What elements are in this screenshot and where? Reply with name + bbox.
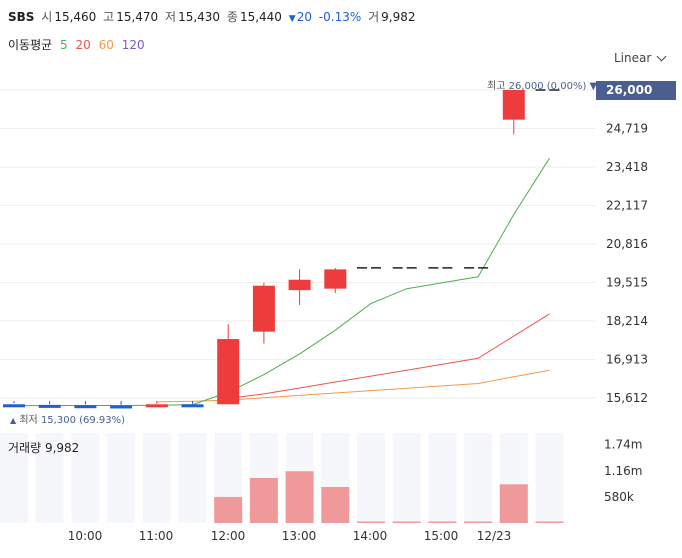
- low-marker-arrow-icon: ▲: [10, 416, 17, 425]
- symbol: SBS: [8, 10, 35, 24]
- volume-bar: [214, 496, 243, 523]
- high-marker-value: 26,000: [508, 81, 544, 92]
- low-value: 15,430: [178, 10, 221, 24]
- candle-body: [38, 404, 61, 408]
- x-tick-label: 12:00: [211, 529, 246, 543]
- volume-bar: [249, 478, 278, 523]
- y-tick-label: 16,913: [606, 353, 648, 367]
- high-value: 15,470: [116, 10, 159, 24]
- ma-20: 20: [75, 38, 91, 52]
- volume-slot-bg: [535, 433, 564, 523]
- y-tick-label: 24,719: [606, 122, 648, 136]
- y-tick-label: 20,816: [606, 237, 648, 251]
- low-marker-label: 최저: [19, 415, 38, 426]
- y-tick-label: 18,214: [606, 314, 648, 328]
- volume-panel-label: 거래량 9,982: [8, 439, 79, 456]
- candle-body: [288, 279, 311, 291]
- candle-body: [324, 269, 347, 289]
- ma20-line: [228, 313, 550, 399]
- y-tick-label: 23,418: [606, 160, 648, 174]
- volume-panel-value: 9,982: [44, 441, 80, 455]
- change-pct: -0.13%: [318, 10, 362, 24]
- candle-body: [145, 404, 168, 408]
- x-tick-label: 10:00: [68, 529, 103, 543]
- close-value: 15,440: [239, 10, 282, 24]
- volume-label: 거: [368, 10, 380, 24]
- candle-body: [74, 405, 97, 409]
- high-marker-arrow-icon: ▼: [589, 81, 598, 92]
- volume-slot-bg: [357, 433, 385, 523]
- ma-120: 120: [121, 38, 145, 52]
- y-tick-label: 22,117: [606, 199, 648, 213]
- ma5-line: [13, 157, 550, 407]
- volume-bar: [357, 521, 385, 523]
- low-label: 저: [165, 10, 177, 24]
- volume-tick-label: 1.16m: [604, 464, 642, 478]
- ma-5: 5: [60, 38, 68, 52]
- candle-body: [110, 405, 133, 409]
- ma-60: 60: [98, 38, 114, 52]
- volume-panel-title: 거래량: [8, 441, 42, 455]
- volume-slot-bg: [107, 433, 136, 523]
- y-tick-label: 19,515: [606, 276, 648, 290]
- volume-bar: [392, 521, 421, 523]
- quote-header: SBS 시 15,460 고 15,470 저 15,430 종 15,440 ▼20 …: [8, 8, 418, 25]
- low-marker: ▲ 최저 15,300 (69.93%): [10, 411, 125, 426]
- high-marker: 최고 26,000 (0.00%) ▼: [487, 77, 597, 92]
- x-tick-label: 11:00: [139, 529, 174, 543]
- volume-tick-label: 1.74m: [604, 438, 642, 452]
- scale-selector[interactable]: Linear: [614, 51, 667, 65]
- volume-bar: [464, 521, 493, 523]
- volume-slot-bg: [35, 433, 64, 523]
- volume-slot-bg: [392, 433, 421, 523]
- x-tick-label: 15:00: [424, 529, 459, 543]
- change-arrow-icon: ▼: [288, 14, 296, 24]
- volume-bar: [321, 487, 350, 523]
- volume-value: 9,982: [381, 10, 416, 24]
- low-marker-pct: (69.93%): [79, 415, 126, 426]
- volume-slot-bg: [428, 433, 457, 523]
- y-tick-label: 15,612: [606, 391, 648, 405]
- x-tick-label: 12/23: [477, 529, 512, 543]
- volume-bar: [535, 521, 564, 523]
- change-value: 20: [296, 10, 312, 24]
- high-marker-label: 최고: [487, 81, 506, 92]
- volume-slot-bg: [142, 433, 171, 523]
- moving-average-legend[interactable]: 이동평균 5 20 60 120: [8, 36, 149, 53]
- high-label: 고: [103, 10, 115, 24]
- volume-bar: [285, 471, 314, 523]
- volume-slot-bg: [0, 433, 28, 523]
- low-marker-value: 15,300: [40, 415, 76, 426]
- open-label: 시: [41, 10, 53, 24]
- close-label: 종: [226, 10, 238, 24]
- volume-slot-bg: [71, 433, 100, 523]
- candle-body: [502, 90, 525, 120]
- high-marker-pct: (0.00%): [546, 81, 587, 92]
- volume-bar: [428, 521, 457, 523]
- candle-body: [3, 404, 25, 408]
- x-tick-label: 14:00: [353, 529, 388, 543]
- moving-average-label: 이동평균: [8, 38, 53, 52]
- volume-bar: [499, 484, 528, 523]
- open-value: 15,460: [54, 10, 97, 24]
- volume-slot-bg: [464, 433, 493, 523]
- volume-tick-label: 580k: [604, 490, 634, 504]
- scale-label: Linear: [614, 51, 652, 65]
- candle-body: [252, 285, 275, 332]
- candle-body: [217, 339, 240, 405]
- current-price-tag: 26,000: [596, 81, 676, 100]
- volume-slot-bg: [178, 433, 207, 523]
- candle-body: [181, 404, 204, 408]
- x-tick-label: 13:00: [282, 529, 317, 543]
